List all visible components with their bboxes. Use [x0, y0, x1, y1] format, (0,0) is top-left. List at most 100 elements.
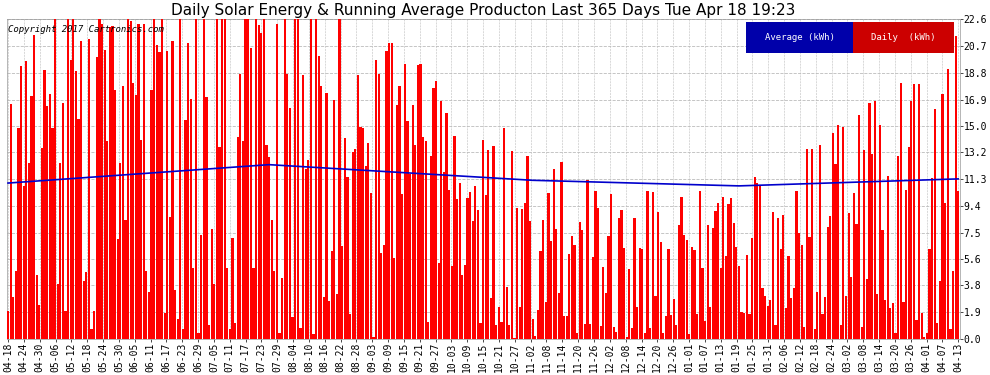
Bar [743, 312, 745, 339]
Bar [320, 86, 323, 339]
Bar [957, 191, 959, 339]
Bar [15, 271, 17, 339]
Bar [101, 24, 103, 339]
Bar [138, 24, 140, 339]
Bar [448, 190, 450, 339]
Bar [310, 19, 312, 339]
Bar [140, 140, 143, 339]
Bar [594, 191, 597, 339]
Bar [446, 113, 447, 339]
Bar [430, 156, 432, 339]
Bar [631, 328, 633, 339]
Bar [830, 216, 832, 339]
Bar [709, 307, 712, 339]
Bar [61, 103, 64, 339]
Bar [69, 60, 72, 339]
Bar [644, 333, 646, 339]
Bar [798, 233, 800, 339]
Bar [913, 84, 915, 339]
Bar [733, 223, 735, 339]
Bar [117, 239, 119, 339]
Bar [910, 101, 913, 339]
Bar [273, 271, 275, 339]
Bar [863, 150, 865, 339]
Bar [835, 164, 837, 339]
Bar [336, 294, 338, 339]
Bar [822, 314, 824, 339]
Bar [847, 213, 849, 339]
Bar [307, 160, 309, 339]
Bar [67, 19, 69, 339]
Bar [237, 137, 239, 339]
Bar [560, 162, 562, 339]
Bar [547, 193, 549, 339]
Bar [257, 25, 259, 339]
Bar [109, 27, 111, 339]
Bar [589, 324, 591, 339]
Bar [456, 199, 458, 339]
Bar [565, 316, 568, 339]
Bar [401, 194, 403, 339]
Bar [926, 333, 928, 339]
Bar [506, 287, 508, 339]
Bar [265, 145, 267, 339]
Bar [88, 39, 90, 339]
Bar [586, 180, 589, 339]
Bar [428, 321, 430, 339]
Bar [600, 326, 602, 339]
Bar [44, 70, 46, 339]
Bar [146, 272, 148, 339]
Bar [717, 203, 719, 339]
Bar [114, 90, 116, 339]
Bar [696, 314, 698, 339]
Bar [404, 64, 406, 339]
Bar [842, 128, 844, 339]
Bar [693, 250, 696, 339]
Bar [764, 296, 766, 339]
Bar [500, 322, 503, 339]
Bar [529, 221, 532, 339]
Bar [245, 19, 247, 339]
Bar [383, 245, 385, 339]
Bar [756, 183, 758, 339]
Bar [453, 136, 455, 339]
Bar [514, 338, 516, 339]
Bar [544, 302, 546, 339]
Bar [521, 209, 524, 339]
Bar [18, 128, 20, 339]
Bar [816, 292, 819, 339]
Bar [294, 19, 296, 339]
Bar [318, 56, 320, 339]
Bar [832, 134, 834, 339]
Bar [769, 300, 771, 339]
Bar [730, 198, 733, 339]
Bar [367, 144, 369, 339]
Bar [417, 64, 419, 339]
Bar [80, 42, 82, 339]
Bar [691, 247, 693, 339]
Bar [104, 50, 106, 339]
Bar [323, 297, 325, 339]
Bar [254, 19, 257, 339]
Bar [135, 95, 137, 339]
Bar [422, 137, 424, 339]
Bar [192, 268, 194, 339]
Bar [889, 308, 891, 339]
Bar [701, 268, 704, 339]
Bar [873, 101, 876, 339]
Bar [174, 290, 176, 339]
Bar [111, 26, 114, 339]
Bar [291, 317, 294, 339]
Bar [334, 100, 336, 339]
Bar [399, 86, 401, 339]
Bar [179, 19, 181, 339]
Bar [672, 299, 675, 339]
Bar [305, 169, 307, 339]
Bar [712, 228, 714, 339]
Bar [221, 19, 223, 339]
Bar [375, 60, 377, 339]
Bar [208, 325, 210, 339]
Bar [260, 33, 262, 339]
Bar [921, 313, 923, 339]
Bar [412, 105, 414, 339]
